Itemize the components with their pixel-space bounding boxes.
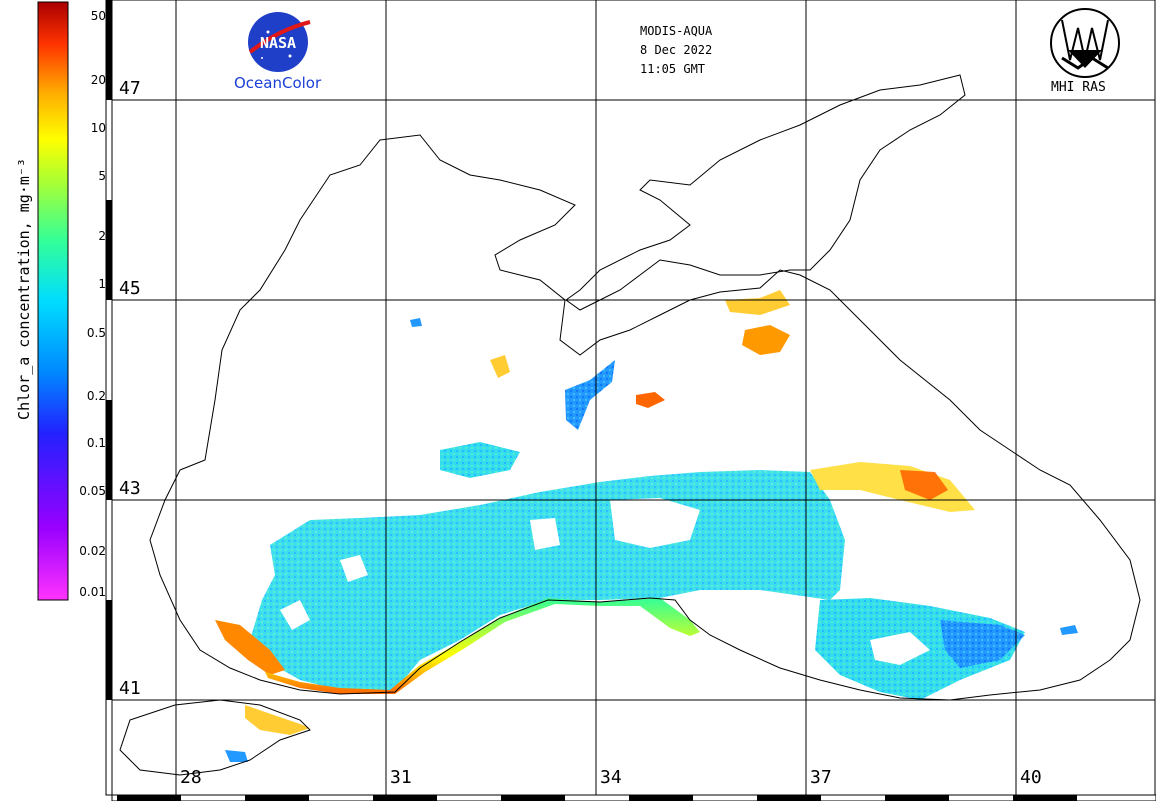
cb-tick: 0.1	[86, 436, 106, 450]
mhi-ras-label: MHI RAS	[1051, 80, 1106, 95]
graticule	[112, 0, 1155, 795]
lat-label-41: 41	[117, 678, 143, 699]
lon-label-34: 34	[600, 767, 622, 788]
acquisition-time: 11:05 GMT	[640, 62, 706, 76]
cb-tick: 0.5	[86, 326, 106, 340]
lat-label-43: 43	[117, 478, 143, 499]
nasa-logo: NASA	[248, 12, 311, 72]
cb-tick: 50	[90, 9, 106, 23]
lat-label-47: 47	[117, 78, 143, 99]
cb-tick: 2	[98, 229, 106, 243]
acquisition-date: 8 Dec 2022	[640, 43, 713, 57]
chlorophyll-field	[215, 290, 1078, 762]
colorbar-ticks: 50 20 10 5 2 1 0.5 0.2 0.1 0.05 0.02 0.0…	[68, 0, 106, 610]
lon-label-37: 37	[810, 767, 832, 788]
cb-tick: 0.05	[79, 484, 106, 498]
sensor-name: MODIS-AQUA	[640, 24, 713, 38]
cb-tick: 10	[90, 121, 106, 135]
acquisition-info: MODIS-AQUA 8 Dec 2022 11:05 GMT	[640, 22, 712, 79]
lat-label-45: 45	[117, 278, 143, 299]
cb-tick: 0.01	[79, 585, 106, 599]
lon-label-28: 28	[180, 767, 202, 788]
lon-label-31: 31	[390, 767, 412, 788]
cb-tick: 0.2	[86, 389, 106, 403]
colorbar-gradient	[37, 1, 69, 601]
lon-label-40: 40	[1020, 767, 1042, 788]
mhi-ras-logo	[1050, 8, 1120, 78]
cb-tick: 0.02	[79, 544, 106, 558]
cb-tick: 5	[98, 169, 106, 183]
cb-tick: 1	[98, 277, 106, 291]
oceancolor-label: OceanColor	[234, 74, 322, 92]
coastline	[119, 74, 1141, 776]
colorbar-title: Chlor_a concentration, mg·m⁻³	[15, 158, 33, 420]
cb-tick: 20	[90, 73, 106, 87]
nasa-badge-text: NASA	[260, 34, 296, 52]
